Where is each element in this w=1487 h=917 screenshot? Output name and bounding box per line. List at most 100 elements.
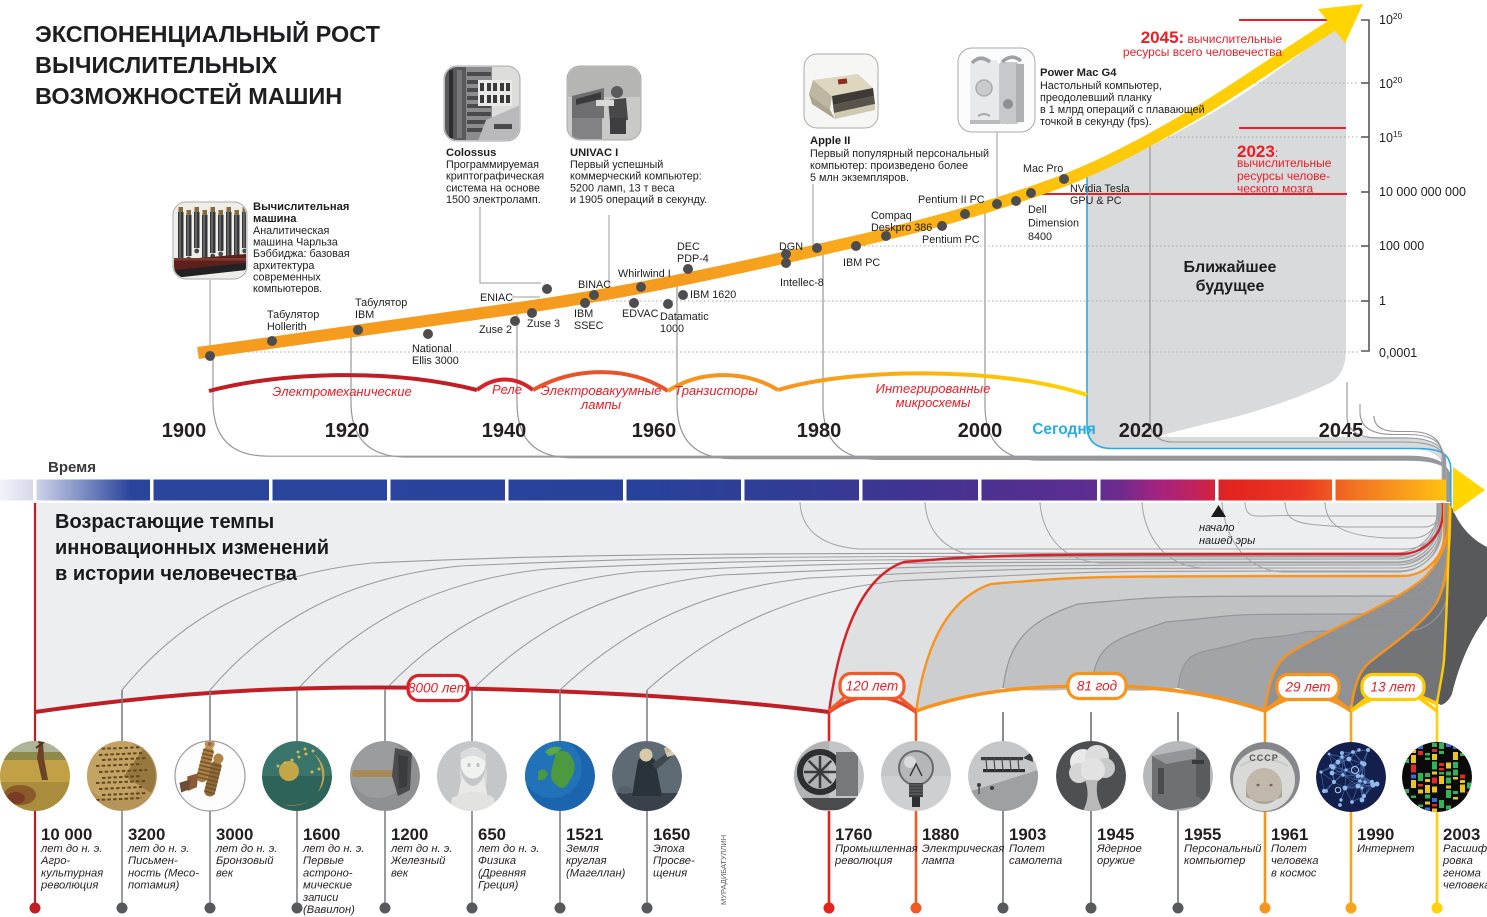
svg-text:революция: революция xyxy=(40,880,98,892)
svg-text:культурная: культурная xyxy=(41,867,103,879)
svg-text:1000: 1000 xyxy=(660,323,684,335)
svg-text:DGN: DGN xyxy=(779,241,803,253)
svg-text:Deskpro 386: Deskpro 386 xyxy=(871,222,932,234)
svg-text:IBM PC: IBM PC xyxy=(843,257,880,269)
svg-text:Электрическая: Электрическая xyxy=(922,843,1004,855)
svg-text:Бронзовый: Бронзовый xyxy=(216,855,273,867)
svg-text:Интегрированные: Интегрированные xyxy=(876,381,991,396)
svg-text:Dimension: Dimension xyxy=(1028,218,1079,230)
svg-text:Программируемая: Программируемая xyxy=(446,159,539,171)
svg-text:круглая: круглая xyxy=(566,855,607,867)
svg-text:астроно-: астроно- xyxy=(303,867,353,879)
svg-text:ЭКСПОНЕНЦИАЛЬНЫЙ РОСТ: ЭКСПОНЕНЦИАЛЬНЫЙ РОСТ xyxy=(35,20,381,47)
svg-text:Расшиф-: Расшиф- xyxy=(1443,843,1487,855)
svg-text:1940: 1940 xyxy=(482,420,527,442)
svg-text:NVidia Tesla: NVidia Tesla xyxy=(1070,183,1130,195)
svg-text:Бэббиджа: базовая: Бэббиджа: базовая xyxy=(253,248,350,260)
svg-text:Транзисторы: Транзисторы xyxy=(674,383,758,398)
svg-text:ровка: ровка xyxy=(1442,855,1473,867)
svg-text:будущее: будущее xyxy=(1196,278,1265,295)
svg-text:лет до н. э.: лет до н. э. xyxy=(215,843,277,855)
svg-text:и 1905 операций в секунду.: и 1905 операций в секунду. xyxy=(570,194,707,206)
svg-text:Pentium II PC: Pentium II PC xyxy=(918,194,985,206)
svg-text:Datamatic: Datamatic xyxy=(660,311,709,323)
svg-text:оружие: оружие xyxy=(1097,855,1135,867)
svg-text:записи: записи xyxy=(302,892,338,904)
svg-text:IBM: IBM xyxy=(574,308,593,320)
svg-text:компьютер: произведено более: компьютер: произведено более xyxy=(810,160,968,172)
svg-text:Полет: Полет xyxy=(1271,843,1307,855)
svg-text:Полет: Полет xyxy=(1009,843,1045,855)
svg-text:PDP-4: PDP-4 xyxy=(677,253,709,265)
svg-text:компьютер: компьютер xyxy=(1184,855,1245,867)
svg-text:революция: революция xyxy=(834,855,892,867)
svg-text:1600: 1600 xyxy=(303,825,340,844)
svg-text:щения: щения xyxy=(653,867,687,879)
svg-text:2003: 2003 xyxy=(1443,825,1480,844)
svg-text:Первый успешный: Первый успешный xyxy=(570,159,663,171)
svg-text:EDVAC: EDVAC xyxy=(622,308,659,320)
svg-text:IBM: IBM xyxy=(355,309,374,321)
svg-text:ВЫЧИСЛИТЕЛЬНЫХ: ВЫЧИСЛИТЕЛЬНЫХ xyxy=(35,52,278,78)
svg-text:Pentium PC: Pentium PC xyxy=(922,234,980,246)
svg-text:1760: 1760 xyxy=(835,825,872,844)
svg-text:система на основе: система на основе xyxy=(446,182,540,194)
svg-text:DEC: DEC xyxy=(677,241,700,253)
svg-text:нашей эры: нашей эры xyxy=(1199,535,1255,547)
svg-text:1500 электроламп.: 1500 электроламп. xyxy=(446,194,541,206)
svg-text:генома: генома xyxy=(1443,867,1481,879)
svg-text:2045: 2045 xyxy=(1319,420,1364,442)
svg-text:0,0001: 0,0001 xyxy=(1379,346,1417,360)
svg-text:коммерческий компьютер:: коммерческий компьютер: xyxy=(570,171,702,183)
svg-text:1521: 1521 xyxy=(566,825,603,844)
svg-text:CCCP: CCCP xyxy=(1249,753,1279,763)
svg-text:2000: 2000 xyxy=(958,420,1003,442)
svg-text:(Вавилон): (Вавилон) xyxy=(303,904,355,916)
svg-text:Intellec-8: Intellec-8 xyxy=(780,277,824,289)
svg-text:начало: начало xyxy=(1199,522,1234,534)
svg-text:Табулятор: Табулятор xyxy=(355,297,407,309)
svg-text:1955: 1955 xyxy=(1184,825,1221,844)
svg-text:Ближайшее: Ближайшее xyxy=(1184,259,1277,276)
svg-text:лет до н. э.: лет до н. э. xyxy=(40,843,102,855)
svg-text:машина Чарльза: машина Чарльза xyxy=(253,237,338,249)
svg-text:1980: 1980 xyxy=(797,420,842,442)
svg-text:IBM 1620: IBM 1620 xyxy=(690,289,736,301)
svg-text:Zuse 2: Zuse 2 xyxy=(479,324,512,336)
svg-text:Вычислительная: Вычислительная xyxy=(253,201,349,213)
svg-text:Письмен-: Письмен- xyxy=(128,855,178,867)
svg-text:лет до н. э.: лет до н. э. xyxy=(390,843,452,855)
svg-text:650: 650 xyxy=(478,825,506,844)
svg-text:ресурсы челове-: ресурсы челове- xyxy=(1237,169,1330,183)
svg-text:Греция): Греция) xyxy=(478,880,519,892)
svg-text:1900: 1900 xyxy=(162,420,207,442)
svg-text:человека: человека xyxy=(1443,880,1487,892)
svg-text:8400: 8400 xyxy=(1028,231,1052,243)
svg-text:Dell: Dell xyxy=(1028,204,1047,216)
svg-text:National: National xyxy=(412,343,452,355)
svg-text:век: век xyxy=(391,867,409,879)
svg-text:Время: Время xyxy=(48,459,96,476)
svg-text:лет до н. э.: лет до н. э. xyxy=(302,843,364,855)
svg-text:Apple II: Apple II xyxy=(810,135,850,147)
svg-text:микросхемы: микросхемы xyxy=(896,395,971,410)
svg-text:Настольный компьютер,: Настольный компьютер, xyxy=(1040,80,1162,92)
svg-text:Mac Pro: Mac Pro xyxy=(1023,163,1063,175)
svg-text:1920: 1920 xyxy=(325,420,370,442)
svg-text:МУРАДИБАТУЛЛИН: МУРАДИБАТУЛЛИН xyxy=(719,835,728,905)
svg-text:Первый популярный персональный: Первый популярный персональный xyxy=(810,148,989,160)
svg-text:1880: 1880 xyxy=(922,825,959,844)
svg-text:потамия): потамия) xyxy=(128,880,180,892)
svg-text:Земля: Земля xyxy=(566,843,599,855)
svg-text:Реле: Реле xyxy=(492,382,522,397)
svg-text:3000: 3000 xyxy=(216,825,253,844)
svg-text:UNIVAC I: UNIVAC I xyxy=(570,147,618,159)
svg-text:GPU & PC: GPU & PC xyxy=(1070,195,1122,207)
svg-text:в космос: в космос xyxy=(1271,867,1317,879)
svg-text:архитектура: архитектура xyxy=(253,260,314,272)
svg-text:современных: современных xyxy=(253,271,321,283)
svg-text:100 000: 100 000 xyxy=(1379,239,1424,253)
svg-text:2020: 2020 xyxy=(1119,420,1164,442)
svg-text:инновационных изменений: инновационных изменений xyxy=(55,537,329,559)
svg-text:Сегодня: Сегодня xyxy=(1032,421,1096,438)
